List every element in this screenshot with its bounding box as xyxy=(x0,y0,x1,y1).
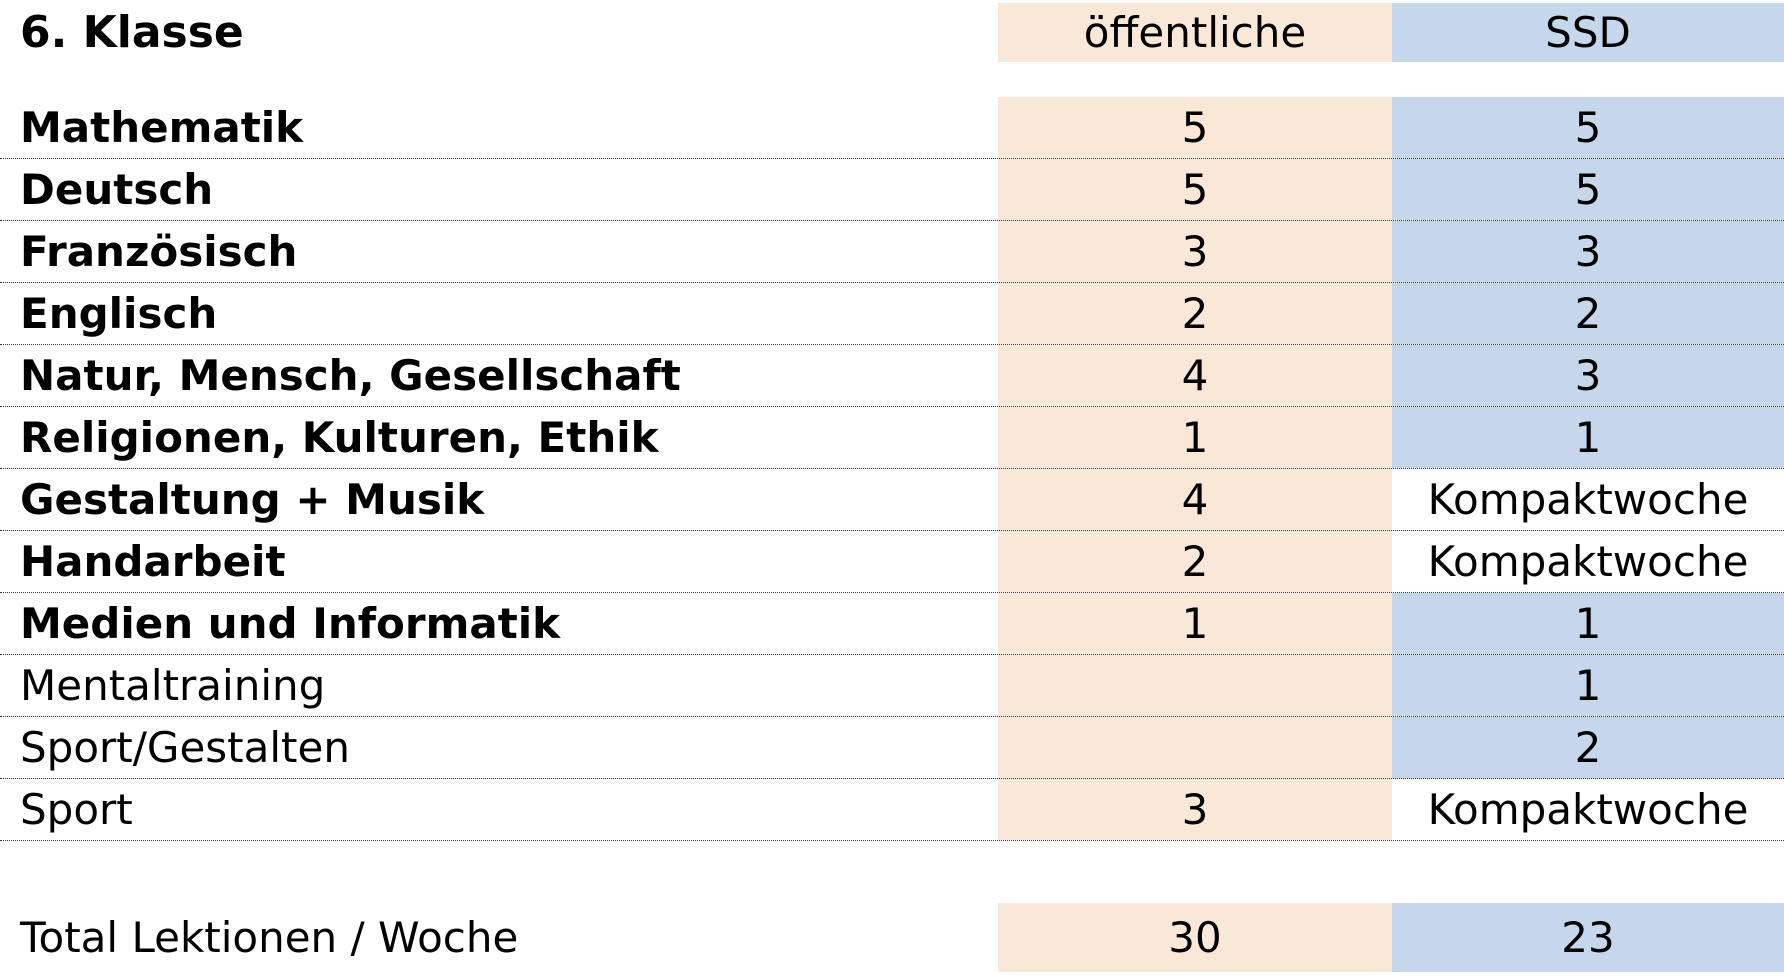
subject-label: Englisch xyxy=(20,289,218,338)
total-gap xyxy=(0,841,1784,903)
page-title: 6. Klasse xyxy=(20,7,244,58)
table-row-handarbeit: Handarbeit 2 Kompaktwoche xyxy=(0,531,1784,593)
table-row-deutsch: Deutsch 5 5 xyxy=(0,159,1784,221)
public-lessons-value: 1 xyxy=(998,407,1392,468)
subject-label: Französisch xyxy=(20,227,298,276)
subject-label: Deutsch xyxy=(20,165,214,214)
total-row: Total Lektionen / Woche 30 23 xyxy=(0,903,1784,972)
header-gap xyxy=(0,62,1784,97)
column-header-ssd: SSD xyxy=(1392,3,1784,62)
table-row-gestaltung-musik: Gestaltung + Musik 4 Kompaktwoche xyxy=(0,469,1784,531)
table-header-row: 6. Klasse öffentliche SSD xyxy=(0,3,1784,62)
table-row-franzoesisch: Französisch 3 3 xyxy=(0,221,1784,283)
ssd-lessons-value: 1 xyxy=(1392,655,1784,716)
ssd-lessons-value: 1 xyxy=(1392,593,1784,654)
subject-label: Mentaltraining xyxy=(20,661,326,710)
ssd-lessons-value: 5 xyxy=(1392,97,1784,158)
total-public-value: 30 xyxy=(998,903,1392,972)
subject-label: Natur, Mensch, Gesellschaft xyxy=(20,351,681,400)
public-lessons-value xyxy=(998,717,1392,778)
ssd-lessons-value: 3 xyxy=(1392,345,1784,406)
subject-label: Mathematik xyxy=(20,103,304,152)
subject-label: Religionen, Kulturen, Ethik xyxy=(20,413,659,462)
subject-label: Medien und Informatik xyxy=(20,599,561,648)
table-row-mathematik: Mathematik 5 5 xyxy=(0,97,1784,159)
public-lessons-value: 1 xyxy=(998,593,1392,654)
ssd-lessons-value: 1 xyxy=(1392,407,1784,468)
public-lessons-value: 5 xyxy=(998,159,1392,220)
ssd-lessons-value: Kompaktwoche xyxy=(1392,531,1784,592)
table-row-medien-und-informatik: Medien und Informatik 1 1 xyxy=(0,593,1784,655)
subject-label: Sport/Gestalten xyxy=(20,723,350,772)
public-lessons-value: 5 xyxy=(998,97,1392,158)
column-header-oeffentliche: öffentliche xyxy=(998,3,1392,62)
public-lessons-value: 2 xyxy=(998,283,1392,344)
table-row-religionen-kulturen-ethik: Religionen, Kulturen, Ethik 1 1 xyxy=(0,407,1784,469)
public-lessons-value: 3 xyxy=(998,221,1392,282)
ssd-lessons-value: 2 xyxy=(1392,283,1784,344)
public-lessons-value xyxy=(998,655,1392,716)
ssd-lessons-value: 2 xyxy=(1392,717,1784,778)
table-row-sport-gestalten: Sport/Gestalten 2 xyxy=(0,717,1784,779)
total-label: Total Lektionen / Woche xyxy=(20,913,519,962)
ssd-lessons-value: 5 xyxy=(1392,159,1784,220)
total-ssd-value: 23 xyxy=(1392,903,1784,972)
table-row-sport: Sport 3 Kompaktwoche xyxy=(0,779,1784,841)
table-row-natur-mensch-gesellschaft: Natur, Mensch, Gesellschaft 4 3 xyxy=(0,345,1784,407)
public-lessons-value: 2 xyxy=(998,531,1392,592)
lesson-table: 6. Klasse öffentliche SSD Mathematik 5 5… xyxy=(0,3,1784,977)
ssd-lessons-value: 3 xyxy=(1392,221,1784,282)
table-row-englisch: Englisch 2 2 xyxy=(0,283,1784,345)
public-lessons-value: 4 xyxy=(998,345,1392,406)
subject-label: Gestaltung + Musik xyxy=(20,475,485,524)
ssd-lessons-value: Kompaktwoche xyxy=(1392,469,1784,530)
public-lessons-value: 3 xyxy=(998,779,1392,840)
ssd-lessons-value: Kompaktwoche xyxy=(1392,779,1784,840)
public-lessons-value: 4 xyxy=(998,469,1392,530)
subject-label: Handarbeit xyxy=(20,537,286,586)
subject-label: Sport xyxy=(20,785,133,834)
table-row-mentaltraining: Mentaltraining 1 xyxy=(0,655,1784,717)
